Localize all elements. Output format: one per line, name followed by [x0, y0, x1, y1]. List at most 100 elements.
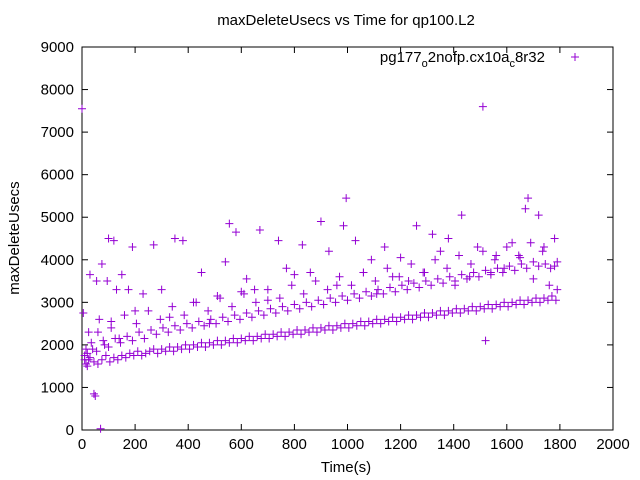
data-point [529, 257, 538, 266]
data-point [147, 325, 156, 334]
data-point [97, 355, 106, 364]
data-point [439, 279, 448, 288]
data-point [444, 234, 453, 243]
y-tick-label: 4000 [41, 252, 74, 269]
data-point [149, 345, 158, 354]
data-point [528, 298, 537, 307]
data-point [326, 294, 335, 303]
data-point [194, 317, 203, 326]
data-point [263, 296, 272, 305]
data-point [128, 243, 137, 252]
data-point [451, 277, 460, 286]
data-point [380, 315, 389, 324]
data-point [539, 294, 548, 303]
data-point [328, 325, 337, 334]
data-point [131, 306, 140, 315]
x-tick-label: 1600 [490, 436, 523, 453]
data-point [239, 289, 248, 298]
legend-label-subscript: o [422, 58, 428, 70]
data-point [379, 289, 388, 298]
data-point [197, 268, 206, 277]
data-point [553, 285, 562, 294]
data-point [153, 349, 162, 358]
data-point [205, 338, 214, 347]
x-tick-label: 0 [78, 436, 86, 453]
data-point [170, 321, 179, 330]
data-point [524, 194, 533, 203]
data-point [212, 319, 221, 328]
data-point [419, 268, 428, 277]
data-point [269, 330, 278, 339]
data-point [285, 328, 294, 337]
data-point [224, 317, 233, 326]
data-point [440, 311, 449, 320]
data-point [112, 285, 121, 294]
x-tick-label: 1000 [331, 436, 364, 453]
data-point [348, 319, 357, 328]
data-point [156, 315, 165, 324]
data-point [367, 291, 376, 300]
data-point [534, 211, 543, 220]
data-point [473, 243, 482, 252]
data-point [231, 228, 240, 237]
data-point [185, 345, 194, 354]
data-point [553, 257, 562, 266]
data-point [213, 336, 222, 345]
y-axis-ticks: 0 1000 2000 3000 4000 5000 6000 7000 8000 9000 [41, 39, 613, 439]
data-point [242, 308, 251, 317]
data-point [551, 296, 560, 305]
data-point [209, 340, 218, 349]
data-point [218, 313, 227, 322]
data-point [157, 285, 166, 294]
data-point [128, 336, 137, 345]
data-point [144, 306, 153, 315]
legend-marker [571, 53, 579, 61]
data-point [312, 328, 321, 337]
data-point [395, 272, 404, 281]
data-point [468, 302, 477, 311]
data-point [250, 285, 259, 294]
data-point [241, 336, 250, 345]
data-point [305, 328, 314, 337]
data-point [541, 260, 550, 269]
data-point [273, 332, 282, 341]
data-point [433, 274, 442, 283]
data-point [229, 334, 238, 343]
data-point [177, 345, 186, 354]
data-point [221, 257, 230, 266]
data-point [193, 343, 202, 352]
x-tick-label: 400 [176, 436, 201, 453]
data-point [476, 302, 485, 311]
legend-label-subscript: c [509, 58, 515, 70]
data-point [200, 321, 209, 330]
data-point [428, 230, 437, 239]
data-point [355, 294, 364, 303]
y-tick-label: 8000 [41, 82, 74, 99]
y-tick-label: 3000 [41, 294, 74, 311]
data-point [170, 234, 179, 243]
data-point [87, 338, 96, 347]
data-point [342, 194, 351, 203]
data-point [529, 274, 538, 283]
data-point [307, 302, 316, 311]
data-point [514, 251, 523, 260]
data-point [249, 336, 258, 345]
data-point [206, 315, 215, 324]
data-point [101, 351, 110, 360]
legend-marker-plus [571, 53, 579, 61]
data-point [364, 317, 373, 326]
data-point [306, 268, 315, 277]
data-point [277, 328, 286, 337]
x-axis-ticks: 0 200 400 600 800 1000 1200 1400 1600 1800 2000 [78, 47, 630, 453]
data-point [550, 262, 559, 271]
data-point [261, 330, 270, 339]
data-point [157, 345, 166, 354]
data-point [95, 315, 104, 324]
data-point [319, 300, 328, 309]
data-point [339, 221, 348, 230]
data-point [91, 391, 100, 400]
data-point [486, 270, 495, 279]
data-point [474, 272, 483, 281]
data-point [504, 302, 513, 311]
data-point [338, 291, 347, 300]
